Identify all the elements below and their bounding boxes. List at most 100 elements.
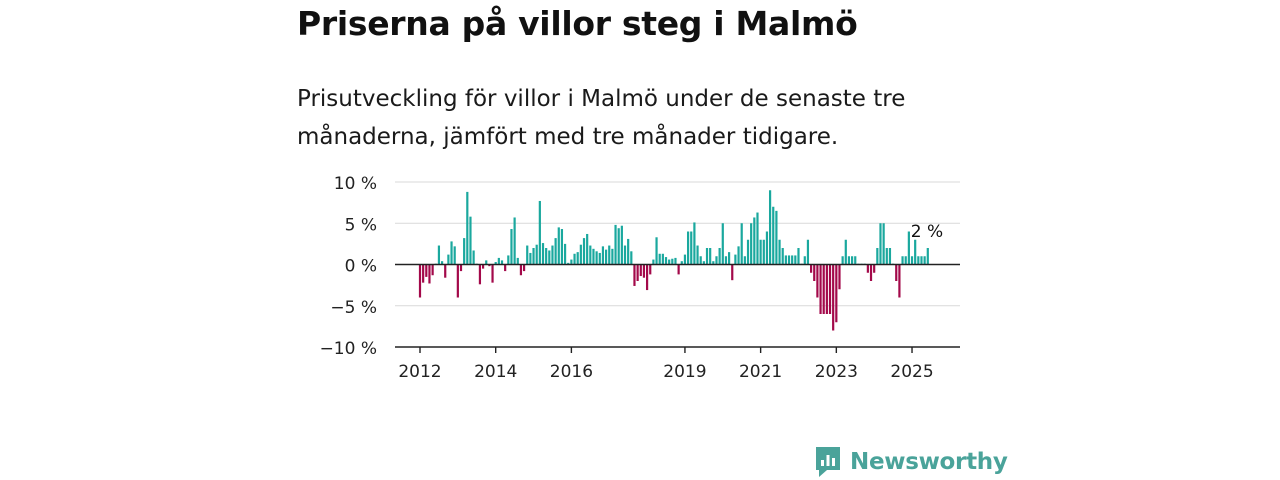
bar	[879, 223, 882, 265]
y-tick-label: 5 %	[345, 215, 377, 235]
bar	[677, 264, 680, 275]
bar	[888, 248, 892, 265]
y-tick-label: 10 %	[334, 174, 377, 194]
x-tick-label: 2021	[739, 362, 782, 382]
bar	[810, 264, 813, 273]
bar	[835, 264, 838, 323]
bar	[825, 264, 828, 314]
x-axis-ticks: 2012 2014 2016 2019 2021 2023 2025	[398, 347, 934, 382]
bar	[658, 253, 661, 265]
bar	[693, 222, 696, 265]
bar	[759, 239, 762, 265]
bar	[743, 256, 746, 265]
bar	[734, 254, 737, 265]
bar	[604, 249, 608, 265]
bar	[497, 257, 500, 265]
bar	[756, 212, 759, 265]
bar	[481, 264, 485, 269]
bar	[721, 223, 724, 265]
bar	[806, 239, 810, 265]
axes	[395, 263, 960, 348]
latest-value-label: 2 %	[911, 222, 943, 242]
x-tick-label: 2014	[474, 362, 517, 382]
bar	[614, 224, 617, 265]
bar	[592, 248, 595, 265]
bar	[873, 264, 876, 273]
bar	[440, 261, 444, 265]
bar	[705, 248, 709, 265]
bar	[917, 256, 920, 265]
price-change-bar-chart: 10 % 5 % 0 % −5 % −10 % 2012 2014 2016 2019 2021…	[320, 174, 960, 382]
bar	[696, 245, 699, 265]
bar	[851, 256, 854, 265]
annotations: 2 %	[911, 222, 943, 242]
bar	[844, 239, 847, 265]
bar	[500, 260, 504, 265]
bar	[450, 241, 453, 265]
bar	[791, 255, 794, 265]
x-tick-label: 2023	[815, 362, 858, 382]
bar	[582, 238, 586, 265]
bar	[488, 264, 491, 267]
bar	[828, 264, 832, 314]
bar	[775, 210, 778, 265]
bar	[649, 264, 652, 275]
bar	[781, 248, 784, 265]
bar	[608, 245, 611, 265]
bar	[639, 264, 642, 277]
bar	[630, 251, 633, 265]
bar	[554, 238, 557, 265]
newsworthy-brand[interactable]: Newsworthy	[814, 444, 1008, 480]
bar	[428, 264, 431, 284]
bar	[847, 256, 851, 265]
bar	[715, 256, 718, 265]
bar	[463, 238, 466, 265]
bar	[772, 206, 775, 265]
bar	[642, 264, 646, 278]
bar	[724, 256, 728, 265]
bar	[633, 264, 636, 286]
bar	[822, 264, 825, 314]
y-tick-label: −10 %	[320, 339, 377, 359]
bar	[841, 256, 844, 265]
bar	[545, 248, 548, 265]
bar	[589, 245, 592, 265]
bar	[645, 264, 649, 291]
chart-subtitle: Prisutveckling för villor i Malmö under …	[297, 86, 906, 150]
bar	[854, 256, 857, 265]
chart-title: Priserna på villor steg i Malmö	[297, 4, 858, 43]
bar	[563, 243, 567, 265]
bar	[466, 191, 469, 265]
bar	[746, 239, 750, 265]
bar	[573, 253, 576, 265]
bar	[422, 264, 425, 283]
bar	[727, 252, 731, 265]
bar	[731, 264, 734, 281]
bar	[762, 239, 765, 265]
bars	[418, 190, 929, 331]
bar	[557, 227, 560, 265]
bar	[898, 264, 901, 298]
bar	[472, 250, 475, 265]
bar	[671, 258, 674, 265]
bar	[516, 257, 519, 265]
bar	[504, 264, 507, 272]
bar	[535, 244, 538, 265]
bar	[522, 264, 526, 272]
brand-name: Newsworthy	[850, 449, 1008, 475]
bar	[576, 252, 579, 265]
bar	[541, 243, 545, 265]
bar	[819, 264, 822, 314]
bar	[652, 259, 655, 265]
bar	[598, 252, 601, 265]
bar	[425, 264, 428, 277]
x-tick-label: 2016	[550, 362, 593, 382]
bar	[519, 264, 523, 276]
bar	[901, 256, 904, 265]
bar	[636, 264, 639, 281]
bar	[838, 264, 841, 290]
bar	[869, 264, 873, 281]
bar	[784, 255, 787, 265]
bar	[668, 259, 671, 265]
bar	[431, 264, 434, 276]
